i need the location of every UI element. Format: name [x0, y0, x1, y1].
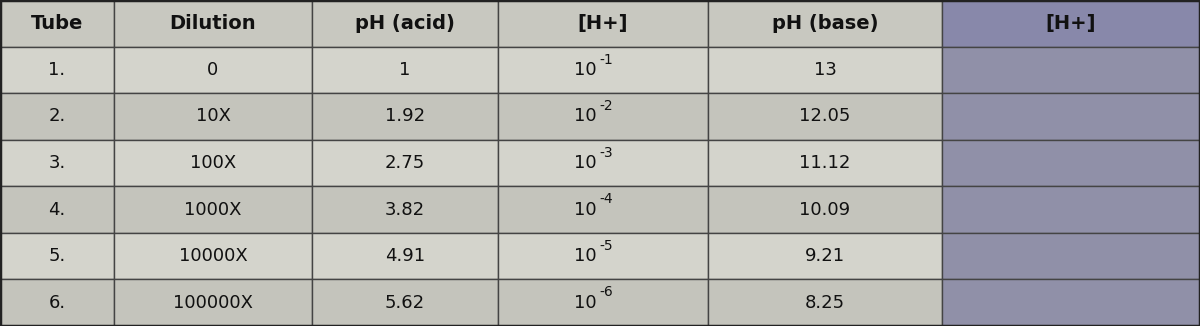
Text: pH (base): pH (base) — [772, 14, 878, 33]
Bar — [114, 93, 312, 140]
Bar — [708, 47, 942, 93]
Bar — [708, 233, 942, 279]
Bar — [114, 47, 312, 93]
Bar — [498, 47, 708, 93]
Text: -1: -1 — [600, 52, 613, 67]
Bar — [0, 233, 114, 279]
Text: 5.: 5. — [48, 247, 66, 265]
Text: -4: -4 — [600, 192, 613, 206]
Bar — [708, 186, 942, 233]
Text: 0: 0 — [208, 61, 218, 79]
Bar — [312, 93, 498, 140]
Bar — [312, 0, 498, 47]
Bar — [0, 47, 114, 93]
Text: 10: 10 — [575, 108, 598, 126]
Text: 6.: 6. — [48, 294, 66, 312]
Bar — [942, 93, 1200, 140]
Text: -2: -2 — [600, 99, 613, 113]
Text: 10: 10 — [575, 61, 598, 79]
Bar — [0, 279, 114, 326]
Text: 1: 1 — [400, 61, 410, 79]
Bar — [498, 140, 708, 186]
Text: 8.25: 8.25 — [805, 294, 845, 312]
Text: 12.05: 12.05 — [799, 108, 851, 126]
Text: 100000X: 100000X — [173, 294, 253, 312]
Text: -5: -5 — [600, 239, 613, 253]
Text: 3.: 3. — [48, 154, 66, 172]
Bar — [114, 0, 312, 47]
Bar — [498, 186, 708, 233]
Bar — [498, 233, 708, 279]
Bar — [0, 140, 114, 186]
Bar — [312, 279, 498, 326]
Bar — [114, 140, 312, 186]
Bar — [942, 186, 1200, 233]
Bar — [0, 0, 114, 47]
Text: 10000X: 10000X — [179, 247, 247, 265]
Text: 3.82: 3.82 — [385, 200, 425, 218]
Text: 10: 10 — [575, 294, 598, 312]
Text: 1.92: 1.92 — [385, 108, 425, 126]
Bar — [942, 279, 1200, 326]
Bar — [708, 279, 942, 326]
Bar — [942, 140, 1200, 186]
Text: 10: 10 — [575, 154, 598, 172]
Text: Dilution: Dilution — [169, 14, 257, 33]
Bar — [708, 93, 942, 140]
Bar — [942, 0, 1200, 47]
Text: [H+]: [H+] — [577, 14, 629, 33]
Bar — [114, 279, 312, 326]
Text: 10.09: 10.09 — [799, 200, 851, 218]
Text: 10X: 10X — [196, 108, 230, 126]
Text: 13: 13 — [814, 61, 836, 79]
Text: 9.21: 9.21 — [805, 247, 845, 265]
Text: 4.91: 4.91 — [385, 247, 425, 265]
Text: 11.12: 11.12 — [799, 154, 851, 172]
Text: 1000X: 1000X — [185, 200, 241, 218]
Bar — [312, 233, 498, 279]
Text: [H+]: [H+] — [1045, 14, 1097, 33]
Bar — [942, 47, 1200, 93]
Bar — [0, 186, 114, 233]
Bar — [312, 140, 498, 186]
Text: 2.75: 2.75 — [385, 154, 425, 172]
Bar — [312, 186, 498, 233]
Bar — [0, 93, 114, 140]
Text: 10: 10 — [575, 247, 598, 265]
Bar — [312, 47, 498, 93]
Bar — [498, 279, 708, 326]
Text: 1.: 1. — [48, 61, 66, 79]
Text: -6: -6 — [600, 286, 613, 300]
Text: pH (acid): pH (acid) — [355, 14, 455, 33]
Bar — [708, 140, 942, 186]
Bar — [498, 0, 708, 47]
Bar — [942, 233, 1200, 279]
Bar — [498, 93, 708, 140]
Text: -3: -3 — [600, 146, 613, 160]
Text: 5.62: 5.62 — [385, 294, 425, 312]
Text: 10: 10 — [575, 200, 598, 218]
Text: 4.: 4. — [48, 200, 66, 218]
Text: Tube: Tube — [31, 14, 83, 33]
Bar — [114, 186, 312, 233]
Bar — [114, 233, 312, 279]
Bar — [708, 0, 942, 47]
Text: 100X: 100X — [190, 154, 236, 172]
Text: 2.: 2. — [48, 108, 66, 126]
